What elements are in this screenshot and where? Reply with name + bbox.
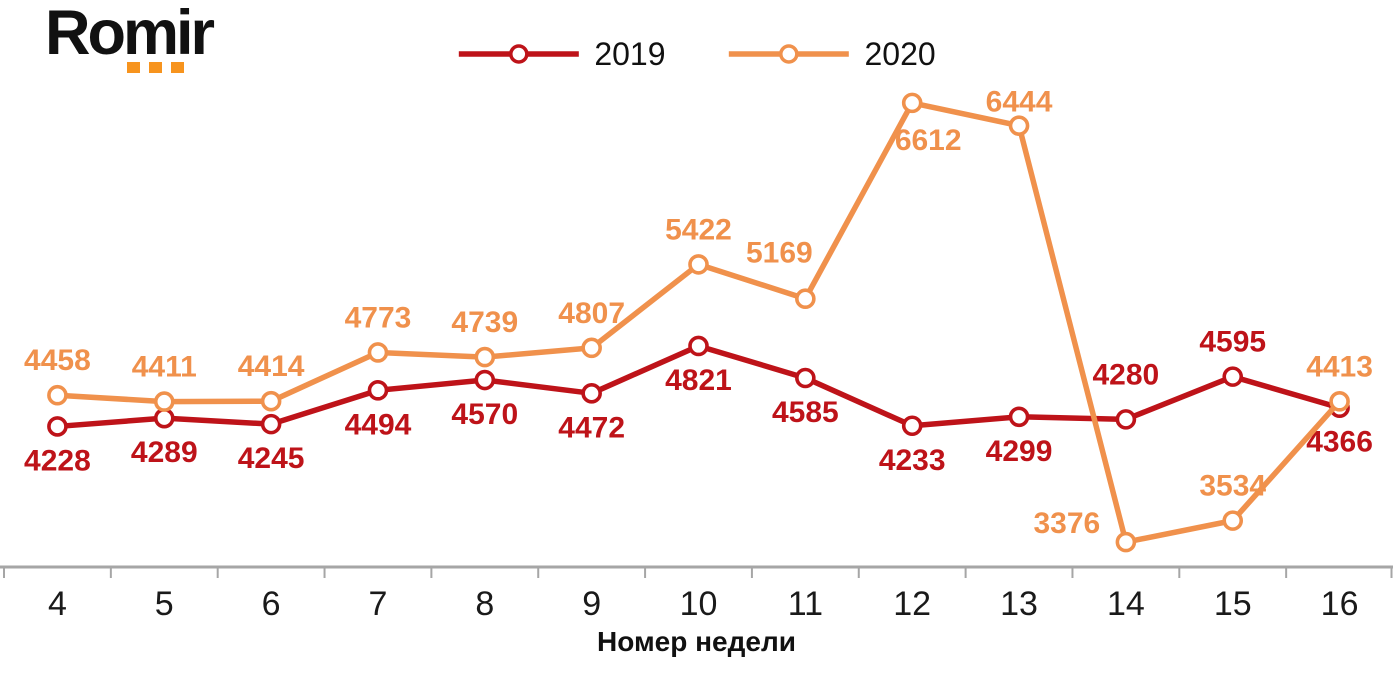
data-point-2020-14 xyxy=(1115,531,1137,553)
x-axis-tick-label: 6 xyxy=(262,585,281,623)
data-point-2020-5 xyxy=(153,391,175,412)
data-point-2019-15 xyxy=(1222,366,1244,387)
x-axis-tick-label: 9 xyxy=(582,585,601,623)
x-axis-tick-label: 11 xyxy=(788,585,823,623)
data-point-2020-16 xyxy=(1329,391,1350,412)
chart-legend: 2019 2020 xyxy=(457,36,936,72)
data-point-2019-4 xyxy=(47,416,68,437)
data-point-2020-15 xyxy=(1222,510,1244,531)
x-axis-tick-label: 15 xyxy=(1214,585,1252,623)
data-label-2019-8: 4570 xyxy=(451,398,518,431)
data-point-2020-11 xyxy=(795,288,816,310)
romir-logo: Romir xyxy=(45,0,215,73)
logo-wordmark: Romir xyxy=(45,0,215,68)
data-label-2020-16: 4413 xyxy=(1306,350,1373,383)
x-axis-title: Номер недели xyxy=(597,626,796,657)
data-label-2020-15: 3534 xyxy=(1199,470,1266,503)
data-label-2019-13: 4299 xyxy=(986,435,1053,468)
x-axis-tick-label: 13 xyxy=(1000,585,1038,623)
data-point-2019-8 xyxy=(474,369,496,391)
data-label-2019-15: 4595 xyxy=(1199,326,1266,359)
data-point-2020-13 xyxy=(1008,115,1030,136)
data-label-2020-12: 6612 xyxy=(895,124,962,157)
data-label-2019-10: 4821 xyxy=(665,364,732,397)
data-label-2020-5: 4411 xyxy=(132,351,197,384)
logo-dots xyxy=(127,62,184,73)
x-axis-tick-label: 14 xyxy=(1107,585,1145,623)
legend-label-2020: 2020 xyxy=(864,36,936,72)
x-axis-tick-label: 4 xyxy=(48,585,67,623)
data-label-2020-9: 4807 xyxy=(558,297,625,330)
data-point-2019-11 xyxy=(795,367,816,389)
data-point-2020-7 xyxy=(367,342,389,363)
data-label-2019-5: 4289 xyxy=(131,436,198,469)
logo-dot xyxy=(149,62,162,73)
legend-label-2019: 2019 xyxy=(594,36,666,72)
data-point-2020-9 xyxy=(581,337,602,359)
x-axis-tick-label: 7 xyxy=(369,585,388,623)
data-label-2019-6: 4245 xyxy=(238,442,305,475)
data-label-2019-11: 4585 xyxy=(772,396,839,429)
data-label-2020-6: 4414 xyxy=(238,350,305,383)
data-label-2020-7: 4773 xyxy=(345,301,412,334)
data-point-2019-5 xyxy=(153,407,175,429)
data-point-2020-10 xyxy=(688,254,709,275)
data-point-2019-9 xyxy=(581,383,602,404)
legend-line-marker-2020 xyxy=(728,44,849,64)
data-point-2020-12 xyxy=(901,92,923,114)
data-point-2020-4 xyxy=(47,384,68,406)
data-point-2019-12 xyxy=(901,415,923,437)
data-label-2020-14: 3376 xyxy=(1034,507,1101,540)
data-point-2019-13 xyxy=(1008,406,1030,428)
series-line-2020 xyxy=(54,100,1343,545)
x-axis-tick-label: 16 xyxy=(1321,585,1359,623)
x-axis-tick-label: 8 xyxy=(475,585,494,623)
logo-dot xyxy=(171,62,184,73)
data-label-2019-14: 4280 xyxy=(1093,358,1160,391)
data-label-2020-11: 5169 xyxy=(746,237,813,270)
data-point-2019-6 xyxy=(260,413,282,435)
legend-item-2020: 2020 xyxy=(728,38,936,70)
data-point-2020-6 xyxy=(260,390,282,412)
x-axis-tick-label: 5 xyxy=(155,585,174,623)
data-label-2020-8: 4739 xyxy=(451,306,518,339)
data-label-2020-13: 6444 xyxy=(986,86,1053,119)
legend-line-marker-2019 xyxy=(458,44,579,64)
data-label-2019-16: 4366 xyxy=(1306,426,1373,459)
data-point-2019-10 xyxy=(688,335,709,357)
logo-dot xyxy=(127,62,140,73)
data-label-2019-7: 4494 xyxy=(345,408,412,441)
x-axis-tick-label: 10 xyxy=(680,585,718,623)
data-label-2020-10: 5422 xyxy=(665,213,732,246)
legend-item-2019: 2019 xyxy=(457,36,666,72)
x-axis-tick-label: 12 xyxy=(893,585,931,623)
data-label-2019-12: 4233 xyxy=(879,444,946,477)
data-label-2019-9: 4472 xyxy=(558,411,625,444)
data-point-2020-8 xyxy=(474,346,496,368)
data-point-2019-7 xyxy=(367,380,389,401)
data-label-2020-4: 4458 xyxy=(24,344,91,377)
data-label-2019-4: 4228 xyxy=(24,444,91,477)
data-point-2019-14 xyxy=(1115,409,1137,430)
